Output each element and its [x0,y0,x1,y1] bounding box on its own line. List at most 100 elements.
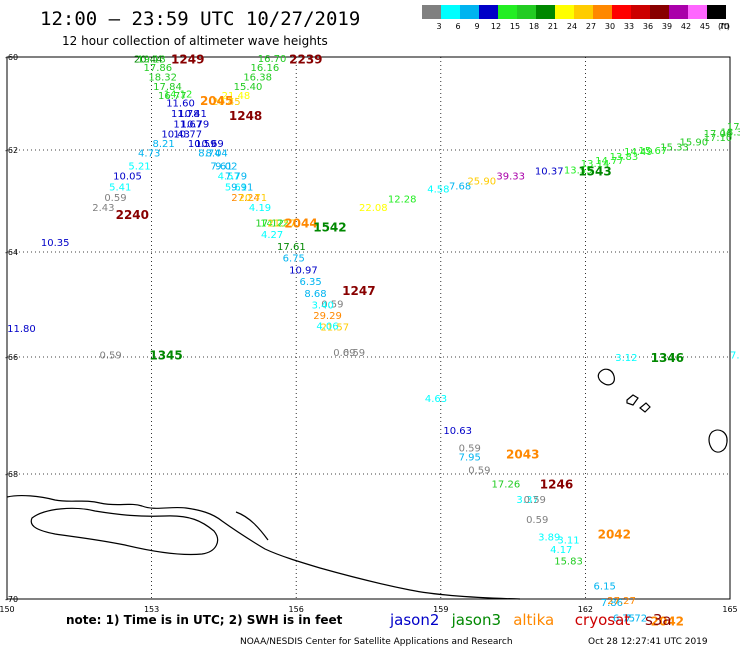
color-legend: 3 6 9 12 15 18 21 24 27 30 33 36 39 42 45 70(ft) [422,5,730,31]
wave-height-label: 0.59 [321,299,343,310]
pass-time-label: 2042 [651,615,684,629]
satellite-name: s3a [645,611,672,629]
wave-height-label: 17.12 [255,218,284,229]
lat-tick-label: -64 [5,248,18,257]
wave-height-label: 10.43 [161,130,190,141]
wave-height-label: 12.28 [388,194,417,205]
legend-label: 33 [624,22,634,31]
wave-height-label: 4.57 [218,172,240,183]
wave-height-label: 0.59 [468,465,490,476]
satellite-name: jason2 [389,611,439,629]
wave-height-label: 10.63 [443,426,472,437]
wave-height-label: 18.38 [720,127,740,138]
legend-label: 36 [643,22,653,31]
map-title: 12:00 — 23:59 UTC 10/27/2019 [40,8,360,30]
legend-label: 9 [474,22,479,31]
wave-height-label: 7.86 [601,598,623,609]
wave-height-label: 0.59 [343,348,365,359]
wave-height-label: 5.61 [225,183,247,194]
legend-swatch [498,5,517,19]
lat-tick-label: -62 [5,146,18,155]
footer-timestamp: Oct 28 12:27:41 UTC 2019 [588,637,708,647]
wave-height-label: 10.79 [181,119,210,130]
legend-label: 3 [436,22,441,31]
legend-label: 12 [491,22,501,31]
legend-swatch [479,5,498,19]
satellite-name: cryosat [575,611,630,629]
pass-time-label: 1249 [171,52,204,66]
coast-inlet [235,511,269,541]
wave-height-label: 6.15 [594,581,616,592]
pass-time-label: 2239 [289,52,322,66]
legend-label: 21 [548,22,558,31]
wave-height-label: 8.21 [153,139,175,150]
legend-label: 42 [681,22,691,31]
wave-height-label: 4.17 [550,545,572,556]
wave-height-label: 19.13 [137,54,166,65]
wave-height-label: 11.67 [173,119,202,130]
wave-height-label: 6.75 [283,253,305,264]
legend-swatch [707,5,726,19]
wave-height-label: 27.24 [231,193,260,204]
wave-height-label: 10.69 [195,139,224,150]
wave-height-label: 14.77 [595,156,624,167]
observations-layer: 20.4419.1317.8618.3217.8416.7714.1211.60… [7,54,740,625]
wave-height-label: 10.35 [41,238,70,249]
wave-height-label: 13.55 [564,165,593,176]
wave-height-label: 11.60 [166,99,195,110]
pass-time-label: 1246 [540,477,573,491]
wave-height-label: 4.63 [425,394,447,405]
lat-tick-label: -60 [5,53,18,62]
wave-height-label: 9.91 [231,183,253,194]
wave-height-label: 22.08 [359,203,388,214]
wave-height-label: 10.05 [113,172,142,183]
island-3 [639,402,651,413]
wave-height-label: 7.2 [730,350,740,361]
wave-height-label: 9.02 [215,161,237,172]
wave-height-label: 6.35 [300,277,322,288]
legend-label: 45 [700,22,710,31]
wave-height-label: 16.77 [158,91,187,102]
wave-height-label: 5.21 [128,161,150,172]
pass-time-label: 1543 [578,164,611,178]
wave-height-label: 13.14 [581,159,610,170]
legend-swatch [422,5,441,19]
ice-shelf-outline [30,507,219,556]
wave-height-label: 17.10 [704,133,733,144]
legend-label: 24 [567,22,577,31]
legend-swatch [631,5,650,19]
wave-height-label: 11.80 [7,324,36,335]
legend-label: 27 [586,22,596,31]
wave-height-label: 10.77 [173,130,202,141]
pass-time-label: 2044 [284,216,317,230]
pass-time-label: 2045 [200,94,233,108]
plot-frame [6,56,731,600]
wave-height-label: 3.40 [312,301,334,312]
legend-swatch [688,5,707,19]
wave-height-label: 27.27 [607,596,636,607]
wave-height-label: 39.33 [496,172,525,183]
island-1 [597,368,615,386]
wave-height-label: 0.59 [99,350,121,361]
wave-height-label: 7.68 [449,182,471,193]
wave-height-label: 8.04 [206,149,228,160]
wave-height-label: 21.57 [320,323,349,334]
wave-height-label: 29.29 [313,311,342,322]
wave-height-label: 17.61 [277,242,306,253]
wave-height-label: 15.83 [554,556,583,567]
wave-height-label: 17.06 [704,129,733,140]
legend-label: 6 [455,22,460,31]
wave-height-label: 21.57 [267,218,296,229]
wave-height-label: 4.06 [316,322,338,333]
satellite-name: jason3 [451,611,501,629]
pass-time-label: 1345 [149,348,182,362]
wave-height-label: 4.27 [261,230,283,241]
wave-height-label: 7.72 [625,614,647,625]
wave-height-label: 4.73 [138,149,160,160]
wave-height-label: 14.12 [164,89,193,100]
wave-height-label: 17.26 [492,479,521,490]
wave-height-label: 3.37 [516,495,538,506]
